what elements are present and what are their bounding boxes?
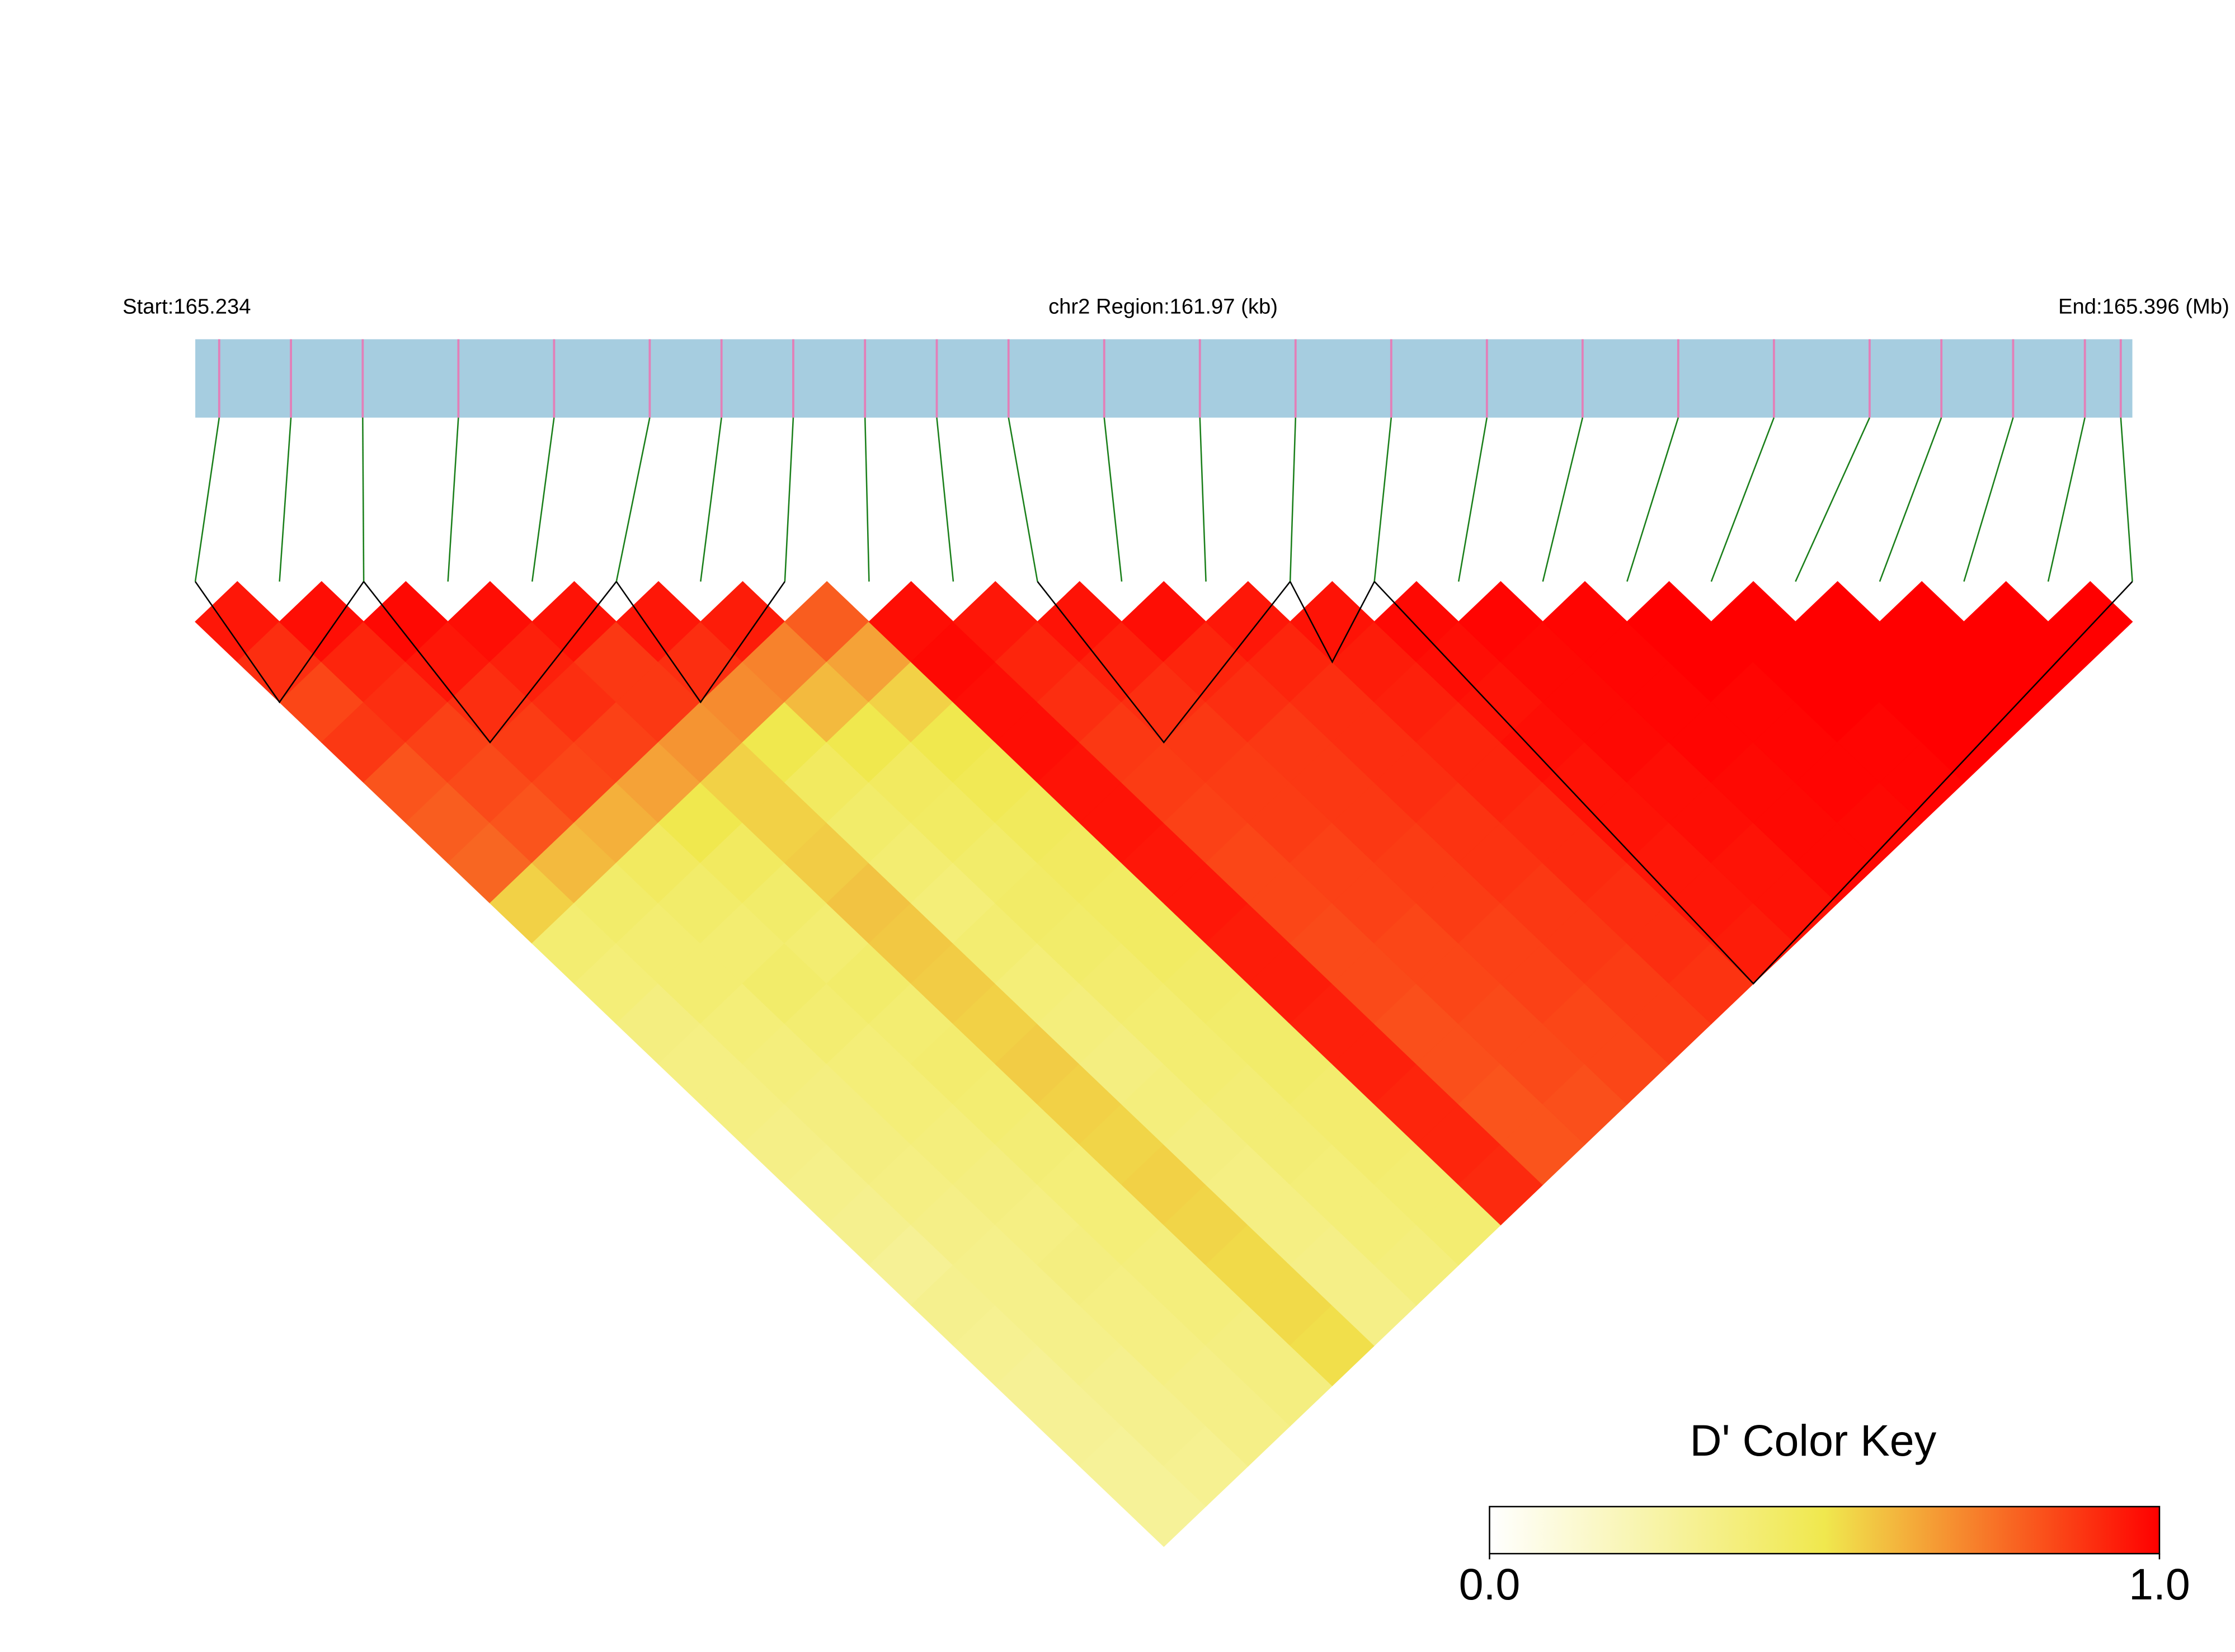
snp-link <box>194 417 220 582</box>
key-title: D' Color Key <box>1690 1416 1936 1465</box>
snp-track <box>195 339 2133 418</box>
snp-link <box>1710 417 1775 582</box>
color-key <box>1489 1505 2161 1555</box>
end-label: End:165.396 (Mb) <box>2058 294 2229 318</box>
snp-link <box>1626 417 1679 582</box>
snp-link <box>447 417 459 582</box>
snp-link <box>1289 417 1297 582</box>
ld-block <box>195 581 365 704</box>
ld-matrix <box>195 581 2133 1547</box>
snp-link <box>2047 417 2086 582</box>
ld-cell <box>2048 581 2133 663</box>
ld-block <box>615 581 785 704</box>
snp-link <box>1373 417 1392 582</box>
region-label: chr2 Region:161.97 (kb) <box>1048 294 1278 318</box>
snp-link <box>1542 417 1584 582</box>
snp-link <box>1795 417 1871 582</box>
key-tick-label: 0.0 <box>1459 1560 1521 1609</box>
snp-link <box>1103 417 1123 582</box>
snp-link <box>2120 417 2133 582</box>
snp-link <box>531 417 555 582</box>
snp-link <box>936 417 954 582</box>
start-label: Start:165.234 <box>123 294 251 318</box>
snp-link <box>1199 417 1207 582</box>
snp-link <box>1963 417 2014 582</box>
snp-link <box>1879 417 1942 582</box>
ld-block <box>1037 581 1291 744</box>
snp-link <box>1457 417 1488 582</box>
snp-link <box>700 417 722 582</box>
snp-link <box>864 417 870 582</box>
ld-block <box>1289 581 1375 664</box>
snp-link <box>362 417 365 582</box>
ld-block <box>1373 581 2133 985</box>
key-tick-label: 1.0 <box>2129 1560 2190 1609</box>
snp-link <box>784 417 794 582</box>
ld-block <box>363 581 617 744</box>
snp-link <box>279 417 292 582</box>
snp-link <box>615 417 651 582</box>
snp-link <box>1008 417 1038 582</box>
